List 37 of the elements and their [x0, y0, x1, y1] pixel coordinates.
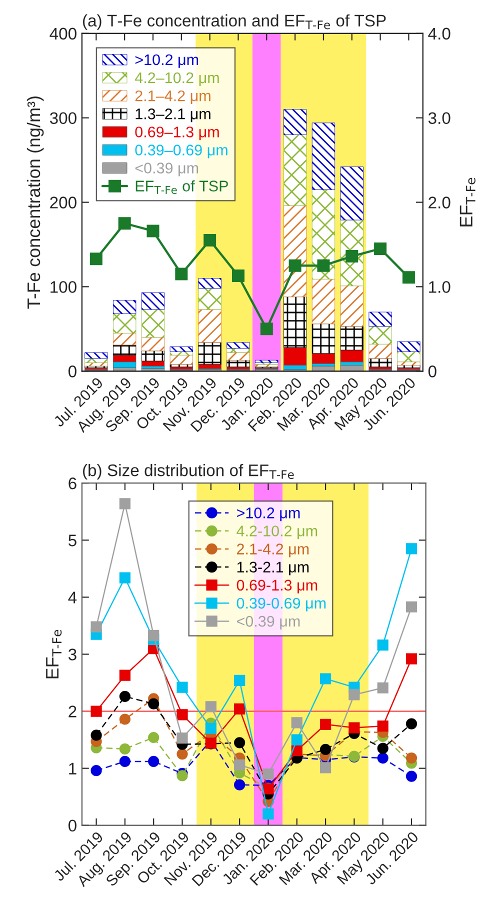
y-tick-label: 300 [50, 112, 76, 124]
chart-title: (b) Size distribution of EF$_{T-Fe}$ [83, 464, 294, 480]
y-tick-label: 2 [68, 706, 76, 718]
legend-label: <0.39 μm [135, 162, 198, 176]
legend-label: 0.69–1.3 μm [135, 126, 219, 140]
legend-label: 4.2–10.2 μm [134, 72, 219, 86]
legend-label: <0.39 μm [236, 616, 300, 630]
legend-label: 2.1-4.2 μm [237, 544, 309, 558]
legend-label: 1.3-2.1 μm [237, 562, 309, 576]
y-tick-label: 3 [68, 648, 76, 660]
y2-tick-label: 0 [428, 366, 436, 378]
y-tick-label: 0 [68, 366, 76, 378]
y-tick-label: 6 [68, 478, 76, 490]
y2-tick-label: 3.0 [428, 112, 450, 124]
y-axis-title: EF$_{T-Fe}$ [46, 630, 62, 678]
y-tick-label: 1 [69, 762, 76, 774]
legend-label: 4.2-10.2 μm [236, 526, 318, 540]
y-tick-label: 0 [68, 820, 76, 832]
y-tick-label: 200 [50, 196, 76, 208]
y-tick-label: 5 [68, 534, 76, 546]
legend-label: 0.39–0.69 μm [135, 144, 228, 158]
legend-label: 1.3–2.1 μm [136, 108, 210, 122]
legend-label: 2.1–4.2 μm [135, 90, 210, 104]
y-tick-label: 400 [50, 28, 76, 40]
y-tick-label: 100 [50, 281, 76, 293]
y2-tick-label: 2.0 [428, 196, 450, 208]
y2-tick-label: 4.0 [428, 28, 450, 40]
y-axis-title: T-Fe concentration (ng/m³) [26, 96, 44, 309]
legend-label: >10.2 μm [236, 508, 300, 522]
y2-axis-title: EF$_{T-Fe}$ [460, 178, 476, 226]
y-tick-label: 4 [68, 592, 77, 604]
chart-title: (a) T-Fe concentration and EF$_{T-Fe}$ of TSP [83, 14, 386, 30]
legend-label: 0.69-1.3 μm [236, 580, 318, 594]
y2-tick-label: 1.0 [429, 281, 450, 293]
legend-label: >10.2 μm [135, 54, 198, 68]
legend-label: 0.39-0.69 μm [236, 598, 326, 612]
legend-label: EF$_{T-Fe}$ of TSP [136, 180, 228, 194]
